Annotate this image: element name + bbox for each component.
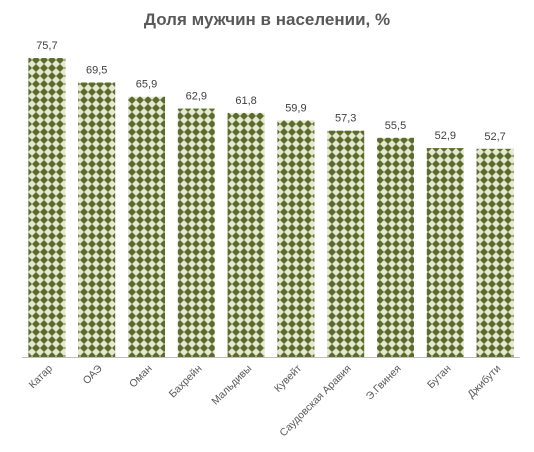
bar-8	[377, 137, 414, 357]
value-label-4: 62,9	[186, 91, 207, 103]
bar-3	[128, 96, 165, 357]
category-label-4: Бахрейн	[167, 362, 205, 400]
bar-10	[476, 148, 514, 357]
bar-4	[177, 108, 215, 357]
category-label-9: Бутан	[425, 363, 454, 392]
value-labels-layer: 75,7 69,5 65,9 62,9 61,8 59,9 57,3 55,5 52,9 52,7	[36, 40, 506, 143]
category-label-6: Кувейт	[272, 363, 304, 395]
bar-2	[78, 82, 116, 357]
bar-5	[227, 112, 265, 358]
value-label-10: 52,7	[484, 131, 505, 143]
category-label-2: ОАЭ	[81, 362, 106, 387]
value-label-5: 61,8	[235, 95, 256, 107]
bars-layer	[28, 58, 514, 358]
category-label-1: Катар	[27, 363, 55, 391]
category-label-8: Э.Гвинея	[364, 363, 404, 403]
chart-title: Доля мужчин в населении, %	[143, 10, 391, 29]
category-label-10: Джибути	[465, 363, 503, 401]
value-label-1: 75,7	[36, 40, 57, 52]
value-label-7: 57,3	[335, 113, 356, 125]
bar-7	[327, 130, 365, 357]
bar-1	[28, 58, 66, 357]
value-label-6: 59,9	[285, 102, 306, 114]
value-label-9: 52,9	[435, 130, 456, 142]
bar-6	[277, 120, 315, 358]
category-label-5: Мальдивы	[209, 363, 254, 408]
bar-9	[426, 148, 464, 357]
category-label-3: Оман	[127, 362, 155, 390]
value-label-3: 65,9	[136, 79, 157, 91]
value-label-2: 69,5	[86, 65, 107, 77]
category-labels-layer: Катар ОАЭ Оман Бахрейн Мальдивы КувейтСаудовс…	[27, 362, 504, 439]
value-label-8: 55,5	[385, 120, 406, 132]
